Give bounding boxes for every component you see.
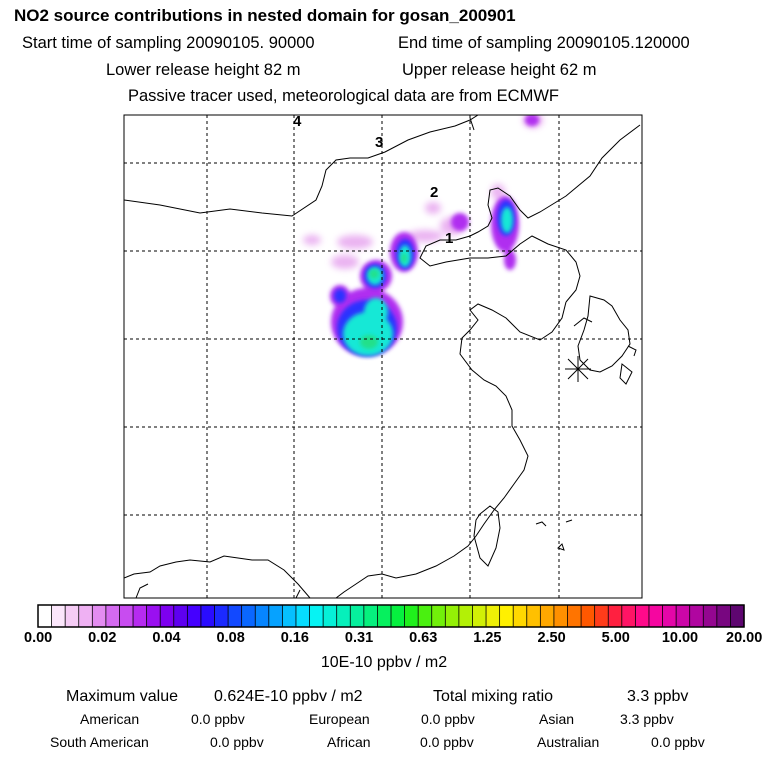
colorbar-swatch: [648, 605, 664, 627]
colorbar-tick-label: 2.50: [537, 630, 566, 646]
colorbar-swatch: [431, 605, 446, 627]
colorbar-swatch: [662, 605, 677, 627]
trajectory-label-4: 4: [293, 113, 302, 130]
colorbar-swatch: [133, 605, 148, 627]
colorbar-swatch: [391, 605, 406, 627]
colorbar-swatch: [526, 605, 541, 627]
max-value: 0.624E-10 ppbv / m2: [214, 688, 363, 705]
upper-release-height: Upper release height 62 m: [402, 61, 597, 79]
tracer-note: Passive tracer used, meteorological data…: [128, 87, 559, 105]
colorbar-swatch: [160, 605, 175, 627]
colorbar-swatch: [350, 605, 365, 627]
colorbar-swatch: [689, 605, 704, 627]
region-value: 0.0 ppbv: [210, 734, 264, 750]
colorbar-tick-label: 1.25: [473, 630, 502, 646]
lower-release-height: Lower release height 82 m: [106, 61, 301, 79]
colorbar-swatch: [445, 605, 460, 627]
colorbar-swatch: [486, 605, 501, 627]
colorbar-swatch: [513, 605, 528, 627]
colorbar-swatch: [65, 605, 80, 627]
colorbar-swatch: [282, 605, 297, 627]
region-value: 3.3 ppbv: [620, 711, 674, 727]
colorbar-swatch: [268, 605, 283, 627]
colorbar-swatch: [635, 605, 650, 627]
region-name: European: [309, 711, 370, 727]
colorbar-swatch: [499, 605, 514, 627]
colorbar-swatch: [594, 605, 609, 627]
lat-lon-grid: [124, 115, 642, 598]
colorbar-tick-label: 0.00: [24, 630, 53, 646]
colorbar-swatch: [200, 605, 216, 627]
region-value: 0.0 ppbv: [651, 734, 705, 750]
colorbar-swatch: [418, 605, 433, 627]
colorbar-swatch: [608, 605, 623, 627]
colorbar-tick-label: 10.00: [661, 630, 699, 646]
colorbar-tick-label: 5.00: [601, 630, 630, 646]
colorbar-swatch: [323, 605, 338, 627]
colorbar-swatch: [78, 605, 93, 627]
colorbar-swatch: [621, 605, 636, 627]
end-time: End time of sampling 20090105.120000: [398, 34, 690, 52]
colorbar-swatch: [241, 605, 256, 627]
colorbar-dividers: [51, 605, 731, 627]
colorbar-swatch: [92, 605, 107, 627]
colorbar-tick-label: 20.00: [726, 630, 763, 646]
region-value: 0.0 ppbv: [421, 711, 475, 727]
colorbar-swatch: [173, 605, 188, 627]
colorbar-tick-label: 0.08: [216, 630, 245, 646]
map-title: NO2 source contributions in nested domai…: [14, 6, 516, 25]
total-mixing-label: Total mixing ratio: [433, 688, 554, 705]
colorbar-swatch: [105, 605, 121, 627]
colorbar-swatch: [336, 605, 351, 627]
region-value: 0.0 ppbv: [420, 734, 474, 750]
colorbar-tick-label: 0.31: [344, 630, 374, 646]
colorbar-swatch: [228, 605, 243, 627]
region-name: Asian: [539, 711, 575, 727]
colorbar-tick-label: 0.63: [409, 630, 438, 646]
colorbar-swatch: [581, 605, 596, 627]
receptor-asterisk-icon: [565, 356, 591, 382]
colorbar-tick-label: 0.16: [280, 630, 309, 646]
total-mixing-value: 3.3 ppbv: [627, 688, 689, 705]
colorbar-swatch: [309, 605, 324, 627]
colorbar-swatch: [38, 605, 53, 627]
colorbar-tick-label: 0.02: [88, 630, 117, 646]
trajectory-label-1: 1: [445, 230, 453, 247]
colorbar-swatch: [51, 605, 66, 627]
start-time: Start time of sampling 20090105. 90000: [22, 34, 315, 52]
region-name: African: [327, 734, 371, 750]
region-name: Australian: [537, 734, 600, 750]
colorbar-swatch: [119, 605, 134, 627]
colorbar: [38, 605, 745, 627]
max-value-label: Maximum value: [66, 688, 179, 705]
map-frame: [123, 114, 643, 599]
colorbar-swatch: [255, 605, 270, 627]
colorbar-swatch: [458, 605, 474, 627]
coastlines: [124, 115, 641, 598]
colorbar-swatch: [540, 605, 555, 627]
trajectory-label-2: 2: [430, 184, 438, 201]
colorbar-swatch: [703, 605, 718, 627]
region-value: 0.0 ppbv: [191, 711, 245, 727]
colorbar-swatch: [730, 605, 745, 627]
colorbar-swatch: [716, 605, 732, 627]
colorbar-swatch: [404, 605, 419, 627]
colorbar-unit: 10E-10 ppbv / m2: [320, 654, 448, 671]
colorbar-tick-label: 0.04: [152, 630, 181, 646]
region-name: South American: [50, 734, 149, 750]
trajectory-label-3: 3: [375, 134, 383, 151]
colorbar-swatch: [146, 605, 161, 627]
colorbar-frame: [37, 604, 745, 628]
colorbar-swatch: [472, 605, 487, 627]
region-name: American: [80, 711, 140, 727]
colorbar-swatch: [295, 605, 311, 627]
colorbar-swatch: [377, 605, 392, 627]
colorbar-swatch: [214, 605, 229, 627]
colorbar-swatch: [187, 605, 202, 627]
colorbar-swatch: [363, 605, 379, 627]
colorbar-swatch: [676, 605, 691, 627]
colorbar-swatch: [567, 605, 582, 627]
colorbar-swatch: [553, 605, 569, 627]
